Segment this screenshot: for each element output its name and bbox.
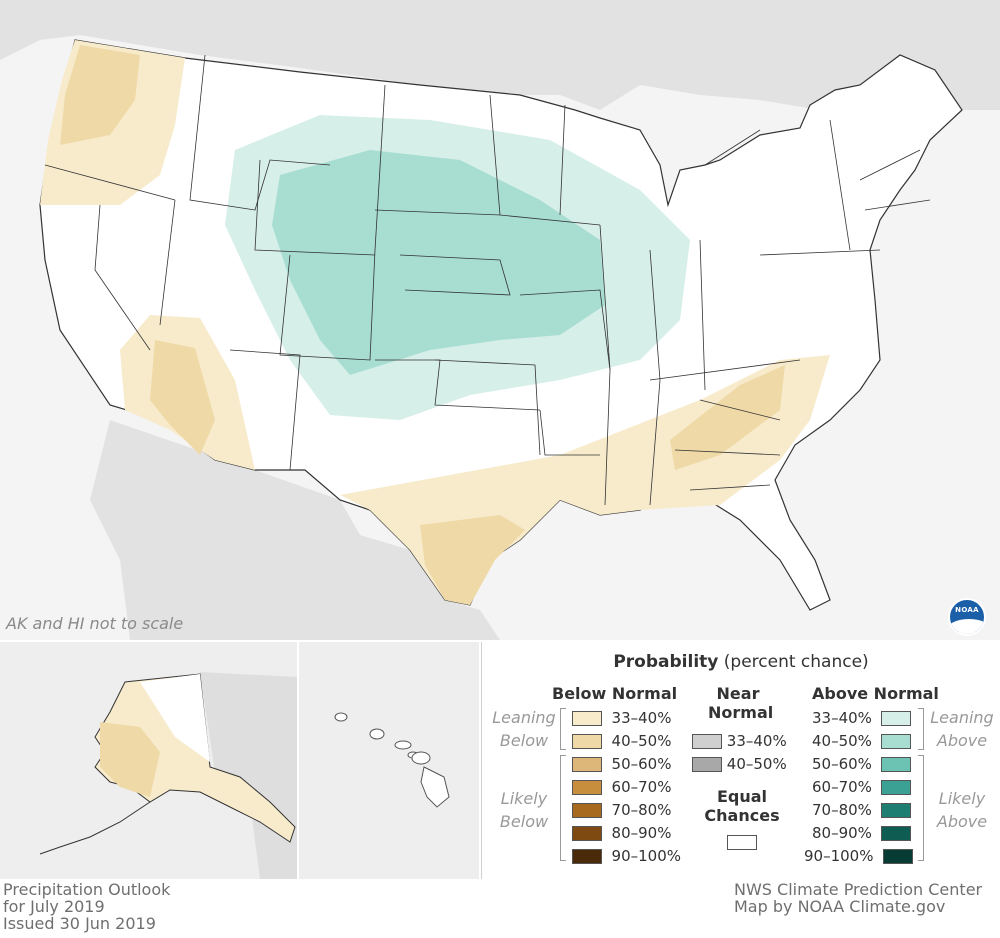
likely-above-bracket	[918, 755, 924, 861]
conus-map-svg	[0, 0, 1000, 640]
below-row-7: 90–100%	[572, 845, 681, 867]
below-normal-header: Below Normal	[552, 684, 678, 703]
footer-right: NWS Climate Prediction Center Map by NOA…	[734, 881, 982, 915]
alaska-north-equal-chances	[140, 674, 210, 762]
below-label-1: 33–40%	[611, 709, 672, 727]
footer-period: for July 2019	[3, 897, 105, 916]
alaska-below-40-50	[100, 722, 160, 797]
below-row-3: 50–60%	[572, 753, 671, 775]
legend-title-bold: Probability	[613, 652, 719, 672]
above-row-6: 80–90%	[812, 822, 912, 844]
near-row-1: 33–40%	[692, 730, 787, 752]
aleutian-chain	[39, 801, 151, 855]
alaska-inset	[0, 642, 297, 879]
below-label-7: 90–100%	[611, 847, 682, 865]
likely-above-label: Likely Above	[936, 789, 988, 831]
hawaii-islands	[334, 712, 450, 808]
footer-issued: Issued 30 Jun 2019	[3, 914, 156, 933]
below-swatch-7	[572, 848, 602, 864]
likely-below-bracket	[560, 755, 566, 861]
hawaii-map-svg	[334, 712, 450, 808]
below-row-5: 70–80%	[572, 799, 671, 821]
below-row-6: 80–90%	[572, 822, 671, 844]
near-label-1: 33–40%	[726, 732, 787, 750]
legend-panel: Probability (percent chance) Below Norma…	[481, 642, 1000, 879]
legend-title: Probability (percent chance)	[482, 652, 1000, 672]
leaning-above-bracket	[918, 708, 924, 750]
noaa-wave-shape	[950, 619, 984, 634]
conus-map: AK and HI not to scale NOAA	[0, 0, 1000, 640]
above-label-6: 80–90%	[812, 824, 872, 842]
likely-below-label: Likely Below	[499, 789, 549, 831]
scale-note: AK and HI not to scale	[6, 614, 184, 633]
below-swatch-6	[572, 825, 602, 841]
footer-credit-map: Map by NOAA Climate.gov	[734, 897, 946, 916]
above-row-5: 70–80%	[812, 799, 912, 821]
alaska-map-svg	[0, 642, 297, 879]
equal-chances-line1: Equal	[716, 787, 768, 806]
below-label-2: 40–50%	[611, 732, 672, 750]
below-label-6: 80–90%	[611, 824, 672, 842]
above-swatch-5	[881, 802, 912, 818]
below-swatch-3	[572, 756, 602, 772]
legend-title-rest: (percent chance)	[723, 652, 869, 672]
above-swatch-4	[881, 779, 912, 795]
leaning-above-label: Leaning Above	[930, 708, 994, 750]
southeast-below-40-50	[670, 365, 785, 470]
footer-title: Precipitation Outlook	[3, 880, 171, 899]
above-swatch-6	[881, 825, 912, 841]
above-swatch-3	[881, 756, 912, 772]
above-label-2: 40–50%	[812, 732, 872, 750]
below-swatch-5	[572, 802, 602, 818]
near-swatch-1	[692, 733, 722, 749]
near-normal-header: Near Normal	[708, 684, 773, 722]
above-label-7: 90–100%	[804, 847, 874, 865]
state-boundaries	[44, 54, 931, 506]
above-label-5: 70–80%	[812, 801, 872, 819]
below-row-1: 33–40%	[572, 707, 671, 729]
noaa-logo-text: NOAA	[955, 606, 979, 614]
near-normal-header-line1: Near	[716, 684, 760, 703]
below-swatch-4	[572, 779, 602, 795]
below-label-3: 50–60%	[611, 755, 672, 773]
hawaii-inset	[299, 642, 479, 879]
below-row-4: 60–70%	[572, 776, 671, 798]
above-row-7: 90–100%	[804, 845, 914, 867]
near-label-2: 40–50%	[726, 755, 787, 773]
leaning-below-bracket	[560, 708, 566, 750]
noaa-logo-icon: NOAA	[948, 598, 986, 636]
mexico-area	[90, 420, 500, 640]
near-swatch-2	[692, 756, 722, 772]
canada-area	[0, 0, 1000, 110]
footer-credit-cpc: NWS Climate Prediction Center	[734, 880, 983, 899]
below-row-2: 40–50%	[572, 730, 671, 752]
above-swatch-1	[881, 710, 912, 726]
above-row-2: 40–50%	[812, 730, 912, 752]
above-swatch-7	[883, 848, 914, 864]
equal-chances-line2: Chances	[704, 806, 780, 825]
above-normal-header: Above Normal	[812, 684, 939, 703]
near-row-2: 40–50%	[692, 753, 787, 775]
pnw-below-40-50	[60, 45, 140, 145]
above-row-1: 33–40%	[812, 707, 912, 729]
above-row-3: 50–60%	[812, 753, 912, 775]
central-above-40-50	[272, 150, 605, 375]
leaning-below-label: Leaning Below	[492, 708, 556, 750]
equal-chances-label: Equal Chances	[704, 787, 780, 825]
footer-left: Precipitation Outlook for July 2019 Issu…	[3, 881, 170, 932]
southwest-below-40-50	[150, 340, 215, 455]
below-swatch-1	[572, 710, 602, 726]
below-label-4: 60–70%	[611, 778, 672, 796]
above-label-4: 60–70%	[812, 778, 872, 796]
above-row-4: 60–70%	[812, 776, 912, 798]
near-normal-header-line2: Normal	[708, 703, 774, 722]
below-label-5: 70–80%	[611, 801, 672, 819]
below-swatch-2	[572, 733, 602, 749]
above-label-3: 50–60%	[812, 755, 872, 773]
above-label-1: 33–40%	[812, 709, 872, 727]
texas-below-40-50	[420, 515, 525, 605]
above-swatch-2	[881, 733, 912, 749]
equal-chances-swatch	[727, 835, 757, 850]
